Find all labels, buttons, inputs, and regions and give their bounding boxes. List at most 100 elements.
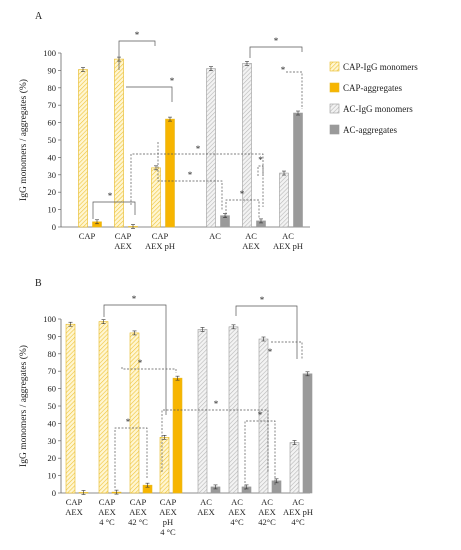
bar: [242, 63, 252, 228]
bar: [279, 172, 289, 228]
significance-star: *: [108, 191, 113, 201]
x-category-label: CAP: [160, 497, 177, 507]
significance-bracket: [257, 165, 264, 176]
panel-1: B 0 10 20 30 40 50 60 70 80 90 100 IgG monomers / ag…: [18, 278, 313, 537]
significance-star: *: [126, 417, 131, 427]
significance-star: *: [258, 410, 263, 420]
x-category-label: AC: [209, 231, 221, 241]
x-category-label: 42°C: [258, 517, 276, 527]
legend-label: AC-IgG monomers: [343, 104, 413, 114]
x-category-label: AC: [292, 497, 304, 507]
significance-bracket: [271, 341, 303, 359]
x-category-label: CAP: [66, 497, 83, 507]
x-category-label: CAP: [130, 497, 147, 507]
significance-star: *: [138, 358, 143, 368]
significance-star: *: [274, 36, 279, 46]
y-tick-label: 60: [48, 384, 57, 394]
significance-bracket: [114, 427, 148, 488]
significance-star: *: [240, 189, 245, 199]
bar: [159, 437, 170, 494]
x-category-label: AEX pH: [283, 507, 313, 517]
significance-star: *: [135, 30, 140, 40]
bar: [206, 68, 216, 228]
panel-0: A 0 10 20 30 40 50 60 70 80 90 100 IgG monomers / ag…: [18, 11, 310, 251]
x-category-label: AC: [245, 231, 257, 241]
y-tick-label: 10: [48, 471, 57, 481]
y-tick-label: 100: [43, 314, 56, 324]
significance-bracket: [249, 46, 303, 58]
y-tick-label: 90: [48, 331, 57, 341]
significance-star: *: [260, 295, 265, 305]
bar: [172, 377, 183, 494]
bar: [293, 112, 303, 228]
y-tick-label: 30: [48, 436, 57, 446]
significance-bracket: [286, 71, 303, 109]
x-category-label: 4 °C: [99, 517, 115, 527]
x-category-label: 4 °C: [160, 527, 176, 537]
x-category-label: AC: [231, 497, 243, 507]
legend-swatch: [329, 82, 340, 93]
y-tick-label: 30: [48, 170, 57, 180]
significance-star: *: [170, 76, 175, 86]
bar: [78, 69, 88, 228]
bar: [129, 332, 140, 494]
x-category-label: AC: [282, 231, 294, 241]
x-category-label: CAP: [99, 497, 116, 507]
significance-star: *: [258, 155, 263, 165]
legend: CAP-IgG monomers CAP-aggregates AC-IgG mon…: [329, 61, 418, 135]
significance-star: *: [281, 65, 286, 75]
significance-bracket: [92, 201, 136, 219]
y-tick-label: 20: [48, 187, 57, 197]
x-category-label: AEX: [258, 507, 275, 517]
x-category-label: AEX: [114, 241, 131, 251]
panel-letter: A: [35, 11, 43, 22]
x-category-label: AEX: [98, 507, 115, 517]
significance-bracket: [118, 40, 156, 70]
x-category-label: AC: [200, 497, 212, 507]
significance-star: *: [214, 399, 219, 409]
y-tick-label: 40: [48, 418, 57, 428]
y-tick-label: 90: [48, 65, 57, 75]
bar: [151, 167, 161, 228]
y-tick-label: 100: [43, 48, 56, 58]
significance-bracket: [235, 305, 298, 359]
significance-star: *: [268, 347, 273, 357]
significance-bracket: [130, 153, 264, 207]
legend-label: AC-aggregates: [343, 125, 397, 135]
y-tick-label: 70: [48, 100, 57, 110]
y-axis-label: IgG monomers / aggregates (%): [18, 79, 29, 201]
y-tick-label: 0: [52, 488, 56, 498]
x-category-label: AEX pH: [273, 241, 303, 251]
x-category-label: AEX: [197, 507, 214, 517]
x-category-label: 4°C: [230, 517, 244, 527]
y-tick-label: 0: [52, 222, 56, 232]
legend-label: CAP-IgG monomers: [343, 62, 418, 72]
y-tick-label: 80: [48, 83, 57, 93]
y-tick-label: 80: [48, 349, 57, 359]
x-category-label: AEX: [159, 507, 176, 517]
significance-star: *: [132, 294, 137, 304]
y-tick-label: 20: [48, 453, 57, 463]
x-category-label: CAP: [79, 231, 96, 241]
bar: [197, 329, 208, 494]
bar: [65, 323, 76, 494]
legend-label: CAP-aggregates: [343, 83, 402, 93]
x-category-label: AEX: [65, 507, 82, 517]
y-tick-label: 40: [48, 152, 57, 162]
x-category-label: AEX pH: [145, 241, 175, 251]
significance-bracket: [157, 142, 223, 211]
x-category-label: 4°C: [291, 517, 305, 527]
significance-bracket: [244, 420, 276, 490]
y-axis-label: IgG monomers / aggregates (%): [18, 345, 29, 467]
bar: [289, 442, 300, 494]
y-tick-label: 50: [48, 135, 57, 145]
y-tick-label: 10: [48, 205, 57, 215]
significance-bracket: [103, 304, 167, 415]
y-tick-label: 50: [48, 401, 57, 411]
legend-swatch: [329, 124, 340, 135]
significance-bracket: [225, 199, 260, 218]
significance-star: *: [196, 144, 201, 154]
significance-star: *: [188, 170, 193, 180]
y-tick-label: 70: [48, 366, 57, 376]
